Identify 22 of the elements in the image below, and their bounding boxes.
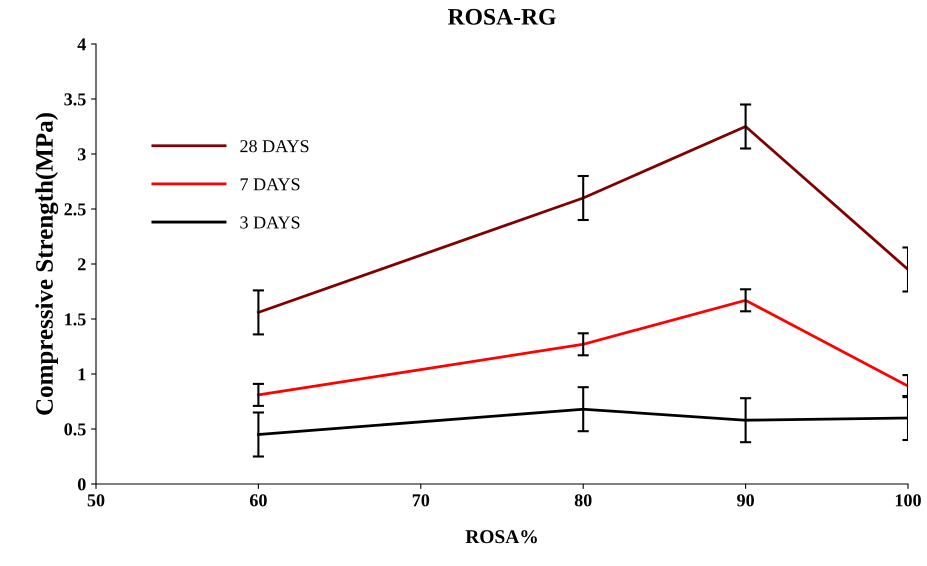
x-tick-label: 80 bbox=[574, 494, 592, 506]
legend-label: 3 DAYS bbox=[240, 216, 300, 229]
chart-title: ROSA-RG bbox=[448, 8, 556, 25]
legend-label: 28 DAYS bbox=[240, 140, 308, 152]
x-tick-label: 70 bbox=[412, 494, 430, 506]
y-tick-label: 1.5 bbox=[65, 313, 86, 326]
y-tick-label: 3 bbox=[78, 148, 86, 160]
y-tick-label: 2.5 bbox=[64, 203, 86, 216]
x-tick-label: 90 bbox=[737, 494, 754, 506]
line-series bbox=[257, 298, 908, 396]
legend-label: 7 DAYS bbox=[240, 178, 300, 190]
y-tick-label: 3.5 bbox=[64, 93, 86, 106]
y-tick-label: 4 bbox=[78, 38, 86, 50]
y-tick-label: 2 bbox=[78, 258, 86, 270]
x-axis-title: ROSA% bbox=[466, 530, 537, 544]
x-tick-label: 100 bbox=[896, 494, 921, 506]
x-tick-label: 50 bbox=[88, 494, 104, 506]
x-tick-label: 60 bbox=[250, 494, 267, 506]
y-axis-title: Compressive Strength(MPa) bbox=[35, 113, 58, 415]
y-tick-label: 1 bbox=[78, 368, 86, 380]
y-tick-label: 0.5 bbox=[64, 423, 86, 436]
y-tick-label: 0 bbox=[78, 478, 86, 490]
